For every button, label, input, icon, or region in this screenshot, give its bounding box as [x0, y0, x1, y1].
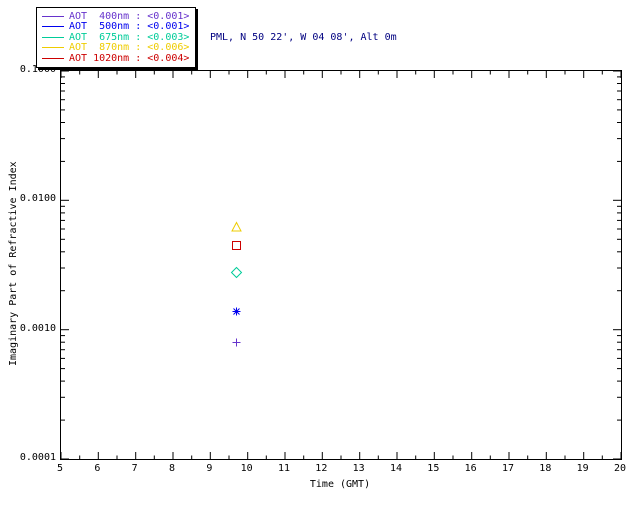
legend-label: AOT 870nm : <0.006> [69, 42, 190, 54]
x-tick-label: 8 [168, 463, 176, 474]
legend-label: AOT 400nm : <0.001> [69, 10, 190, 22]
x-tick-label: 7 [131, 463, 138, 474]
legend-line-sample [42, 15, 64, 17]
legend-label: AOT 500nm : <0.001> [69, 21, 190, 33]
legend-item: AOT 870nm : <0.006> [42, 42, 190, 54]
x-tick-label: 14 [389, 463, 403, 474]
y-tick-label: 0.0010 [19, 322, 56, 334]
legend-item: AOT 500nm : <0.001> [42, 21, 190, 33]
plot-canvas [61, 71, 621, 459]
x-tick-label: 18 [539, 463, 552, 474]
legend-item: AOT 400nm : <0.001> [42, 11, 189, 22]
legend-line-sample [42, 26, 64, 28]
legend-item: AOT 1020nm : <0.004> [42, 53, 189, 64]
legend-box: AOT 400nm : <0.001> AOT 500nm : <0.001> AO… [36, 7, 197, 68]
x-tick-label: 5 [56, 463, 64, 474]
y-tick-label: 0.0001 [19, 452, 56, 463]
legend-line-sample [42, 57, 64, 59]
x-axis-label: Time (GMT) [309, 479, 371, 490]
x-tick-label: 20 [613, 463, 627, 474]
x-tick-label: 11 [277, 463, 291, 474]
station-title: PML, N 50 22', W 04 08', Alt 0m [210, 32, 397, 43]
x-tick-label: 12 [315, 463, 328, 474]
x-tick-label: 13 [352, 463, 365, 474]
x-tick-label: 19 [576, 463, 589, 474]
y-tick-label: 0.0100 [19, 193, 56, 205]
y-axis-label: Imaginary Part of Refractive Index [8, 161, 19, 367]
x-tick-label: 9 [206, 463, 213, 474]
x-tick-label: 6 [94, 463, 101, 474]
legend-label: AOT 1020nm : <0.004> [69, 52, 190, 64]
x-tick-label: 17 [501, 463, 515, 474]
legend-line-sample [42, 36, 64, 38]
legend-label: AOT 675nm : <0.003> [69, 31, 190, 43]
legend-line-sample [42, 47, 64, 49]
y-tick-label: 0.1000 [19, 64, 56, 75]
plot-area [60, 70, 622, 460]
x-tick-label: 15 [427, 463, 440, 474]
x-tick-label: 10 [240, 463, 253, 474]
legend-item: AOT 675nm : <0.003> [42, 32, 189, 43]
x-tick-label: 16 [464, 463, 477, 474]
